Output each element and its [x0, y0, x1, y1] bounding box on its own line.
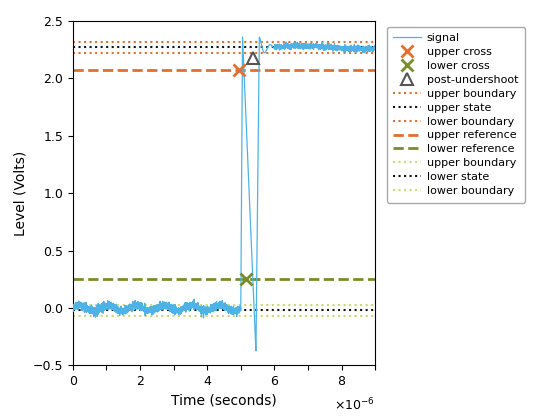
signal: [134, 302, 141, 307]
X-axis label: Time (seconds): Time (seconds): [171, 394, 277, 408]
signal: [343, 45, 350, 50]
signal: [69, 305, 76, 310]
Legend: signal, upper cross, lower cross, post-undershoot, upper boundary, upper state, : signal, upper cross, lower cross, post-u…: [387, 26, 525, 203]
Line: signal: signal: [73, 37, 375, 351]
signal: [253, 348, 259, 353]
Text: $\times10^{-6}$: $\times10^{-6}$: [334, 396, 375, 413]
signal: [372, 44, 379, 49]
Y-axis label: Level (Volts): Level (Volts): [13, 151, 27, 236]
signal: [258, 40, 264, 45]
signal: [372, 45, 379, 50]
signal: [154, 306, 161, 311]
signal: [253, 344, 259, 349]
signal: [239, 34, 246, 39]
